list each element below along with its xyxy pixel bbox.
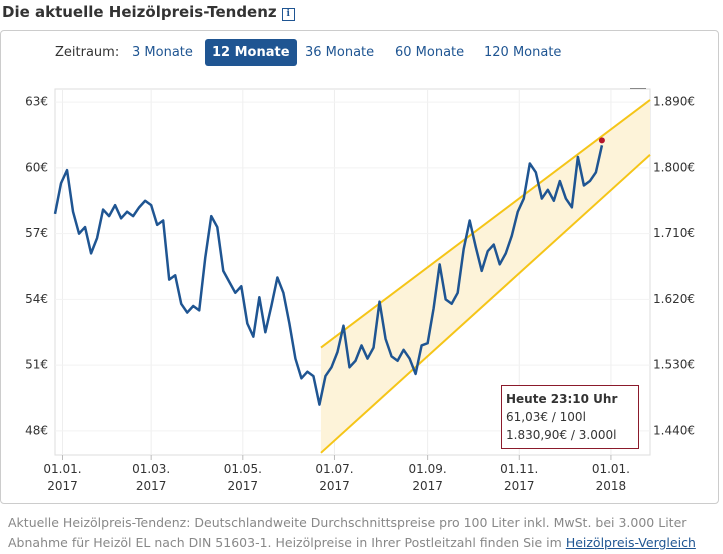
y-tick-label: 54€: [25, 292, 48, 306]
y-tick-label: 48€: [25, 423, 48, 437]
x-tick-label: 01.01. 2017: [43, 462, 82, 493]
y2-tick-label: 1.710€: [653, 226, 695, 240]
range-button[interactable]: 120 Monate: [484, 45, 562, 60]
title-row: Die aktuelle Heizölpreis-Tendenz i: [2, 3, 295, 21]
tooltip: Heute 23:10 Uhr 61,03€ / 100l 1.830,90€ …: [501, 385, 639, 449]
x-tick-label: 01.01. 2018: [591, 462, 630, 493]
trend-band: [320, 99, 650, 453]
y2-tick-label: 1.440€: [653, 423, 695, 437]
info-icon[interactable]: i: [281, 8, 295, 21]
title: Die aktuelle Heizölpreis-Tendenz: [2, 3, 277, 21]
range-button[interactable]: 36 Monate: [305, 45, 375, 60]
tooltip-line: 61,03€ / 100l: [506, 410, 586, 424]
y-tick-label: 51€: [25, 358, 48, 372]
range-button[interactable]: 60 Monate: [395, 45, 465, 60]
footer: Aktuelle Heizölpreis-Tendenz: Deutschlan…: [8, 513, 718, 553]
tooltip-title: Heute 23:10 Uhr: [506, 392, 618, 406]
x-tick-label: 01.03. 2017: [132, 462, 171, 493]
x-tick-label: 01.07. 2017: [315, 462, 354, 493]
y-tick-label: 60€: [25, 160, 48, 174]
chart-box: [0, 30, 719, 504]
current-point: [598, 137, 605, 144]
trend-lower: [320, 154, 651, 454]
range-button[interactable]: 3 Monate: [132, 45, 193, 60]
range-button[interactable]: 12 Monate: [205, 39, 297, 66]
tooltip-line: 1.830,90€ / 3.000l: [506, 428, 617, 442]
trend-upper: [320, 99, 651, 349]
y-tick-label: 63€: [25, 95, 48, 109]
range-label: Zeitraum:: [55, 45, 120, 60]
footer-link[interactable]: Heizölpreis-Vergleich: [565, 535, 696, 550]
y2-tick-label: 1.530€: [653, 358, 695, 372]
x-tick-label: 01.09. 2017: [408, 462, 447, 493]
y2-tick-label: 1.800€: [653, 160, 695, 174]
y2-tick-label: 1.890€: [653, 95, 695, 109]
x-tick-label: 01.11. 2017: [500, 462, 539, 493]
x-tick-label: 01.05. 2017: [223, 462, 262, 493]
footer-text: Aktuelle Heizölpreis-Tendenz: Deutschlan…: [8, 515, 687, 550]
y-tick-label: 57€: [25, 226, 48, 240]
price-line: [53, 145, 604, 406]
y2-tick-label: 1.620€: [653, 292, 695, 306]
